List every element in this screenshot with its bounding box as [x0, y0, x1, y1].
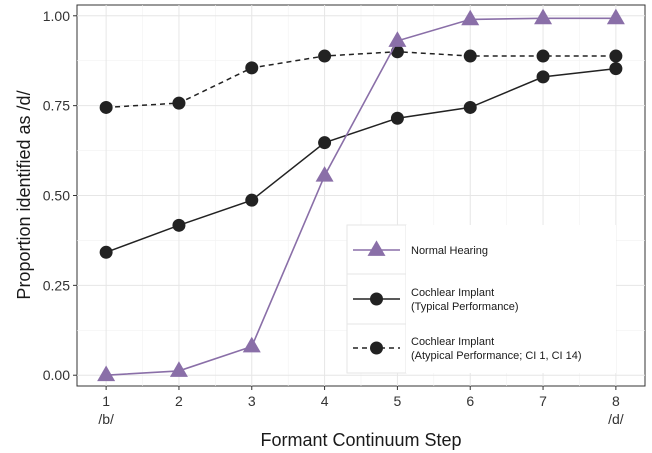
series-point — [172, 96, 186, 110]
x-endpoint-label-last: /d/ — [608, 411, 624, 427]
x-tick-label: 2 — [175, 393, 183, 409]
series-point — [609, 49, 623, 63]
legend-label: Cochlear Implant (Atypical Performance; C… — [411, 336, 582, 362]
series-0 — [97, 8, 625, 382]
x-tick-label: 7 — [539, 393, 547, 409]
x-tick-label: 4 — [321, 393, 329, 409]
series-point — [390, 45, 404, 59]
series-1 — [99, 62, 623, 259]
legend-marker — [367, 240, 386, 256]
series-point — [390, 111, 404, 125]
legend-item-0: Normal Hearing — [353, 240, 488, 257]
x-tick-label: 6 — [466, 393, 474, 409]
legend-label: Normal Hearing — [411, 245, 488, 257]
legend: Normal Hearing Cochlear Implant (Typical P… — [346, 224, 616, 374]
x-endpoint-label-first: /b/ — [98, 411, 114, 427]
legend-text-bg — [406, 225, 616, 373]
series-point — [609, 62, 623, 76]
legend-label-line: (Atypical Performance; CI 1, CI 14) — [411, 350, 582, 362]
series-point — [97, 365, 116, 382]
series-point — [242, 336, 261, 353]
series-point — [99, 100, 113, 114]
series-point — [606, 8, 625, 25]
x-tick-label: 5 — [394, 393, 402, 409]
series-point — [463, 100, 477, 114]
y-tick-label: 1.00 — [43, 8, 70, 24]
x-tick-label: 8 — [612, 393, 620, 409]
series-point — [536, 70, 550, 84]
legend-marker — [370, 292, 383, 306]
series-point — [99, 245, 113, 259]
y-tick-label: 0.50 — [43, 188, 70, 204]
axes: 0.00 0.25 0.50 0.75 1.00 1 2 3 4 5 6 7 8/b/ /d/ — [43, 8, 624, 427]
series-point — [536, 49, 550, 63]
series-point — [169, 361, 188, 377]
legend-marker — [370, 341, 383, 355]
legend-label-line: (Typical Performance) — [411, 301, 519, 313]
y-axis-title: Proportion identified as /d/ — [14, 90, 34, 299]
legend-label-line: Normal Hearing — [411, 245, 488, 257]
series-point — [318, 136, 332, 150]
x-tick-label: 3 — [248, 393, 256, 409]
series-point — [172, 218, 186, 232]
legend-label-line: Cochlear Implant — [411, 336, 494, 348]
series-point — [315, 166, 334, 182]
series-point — [534, 8, 553, 25]
legend-item-1: Cochlear Implant (Typical Performance) — [353, 287, 519, 313]
y-tick-label: 0.25 — [43, 277, 70, 293]
x-axis-title: Formant Continuum Step — [260, 430, 461, 450]
series-point — [461, 9, 480, 26]
legend-label: Cochlear Implant (Typical Performance) — [411, 287, 519, 313]
y-tick-label: 0.75 — [43, 98, 70, 114]
series-layer — [97, 8, 625, 382]
series-point — [245, 61, 259, 75]
series-point — [388, 31, 407, 47]
y-tick-label: 0.00 — [43, 367, 70, 383]
series-line — [106, 17, 616, 376]
series-point — [318, 49, 332, 63]
legend-item-2: Cochlear Implant (Atypical Performance; C… — [353, 336, 582, 362]
series-point — [245, 193, 259, 207]
x-tick-label: 1 — [102, 393, 110, 409]
series-line — [106, 50, 616, 109]
series-line — [105, 67, 616, 254]
legend-label-line: Cochlear Implant — [411, 287, 494, 299]
series-point — [463, 49, 477, 63]
